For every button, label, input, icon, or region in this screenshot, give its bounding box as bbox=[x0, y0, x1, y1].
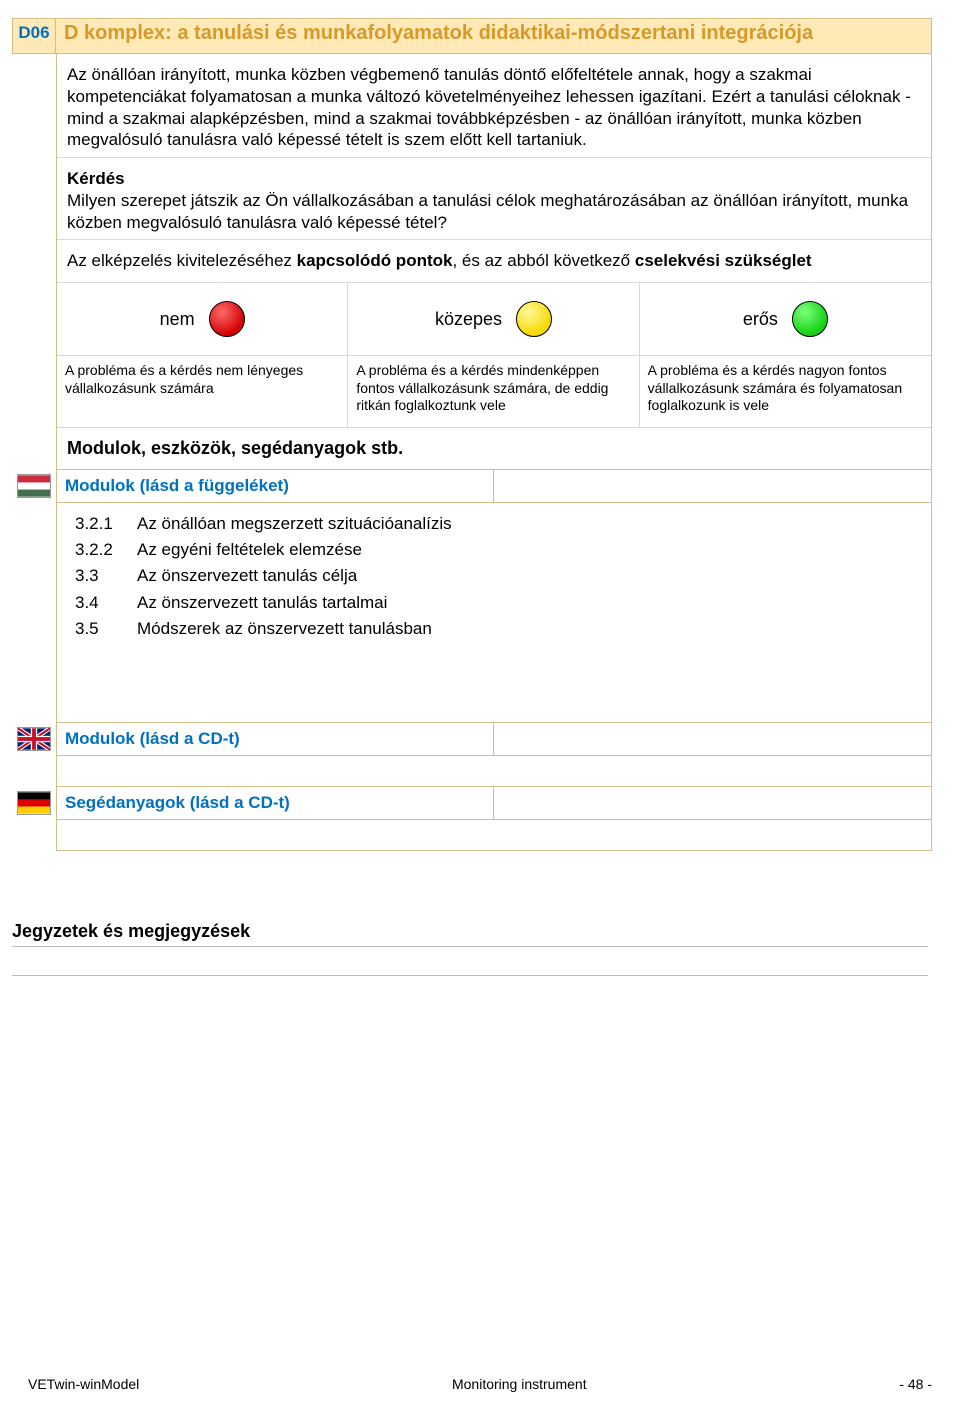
traffic-yellow-icon bbox=[516, 301, 552, 337]
mod-text: Az egyéni feltételek elemzése bbox=[137, 537, 923, 563]
section-uk-title: Modulok (lásd a CD-t) bbox=[56, 723, 494, 756]
footer-left: VETwin-winModel bbox=[28, 1376, 139, 1392]
rating-label: közepes bbox=[435, 309, 502, 330]
content-block: Az önállóan irányított, munka közben vég… bbox=[56, 54, 932, 470]
rating-label: erős bbox=[743, 309, 778, 330]
section-hu-title: Modulok (lásd a függeléket) bbox=[56, 470, 494, 503]
mod-num: 3.2.2 bbox=[75, 537, 137, 563]
desc-kozepes: A probléma és a kérdés mindenképpen font… bbox=[348, 356, 639, 427]
mod-num: 3.5 bbox=[75, 616, 137, 642]
mod-text: Az önszervezett tanulás tartalmai bbox=[137, 590, 923, 616]
section-de-body bbox=[56, 820, 932, 851]
header-row: D06 D komplex: a tanulási és munkafolyam… bbox=[12, 18, 932, 54]
question-text: Milyen szerepet játszik az Ön vállalkozá… bbox=[67, 190, 921, 234]
mod-text: Módszerek az önszervezett tanulásban bbox=[137, 616, 923, 642]
footer: VETwin-winModel Monitoring instrument - … bbox=[28, 1376, 932, 1392]
question-block: Kérdés Milyen szerepet játszik az Ön vál… bbox=[57, 157, 931, 239]
flag-de-icon bbox=[17, 791, 51, 815]
rating-label: nem bbox=[160, 309, 195, 330]
mod-num: 3.2.1 bbox=[75, 511, 137, 537]
flag-hu-icon bbox=[17, 474, 51, 498]
traffic-green-icon bbox=[792, 301, 828, 337]
section-hu-body: 3.2.1 Az önállóan megszerzett szituációa… bbox=[56, 503, 932, 724]
rating-kozepes: közepes bbox=[348, 283, 639, 355]
section-de: Segédanyagok (lásd a CD-t) bbox=[12, 787, 932, 851]
section-de-title-blank bbox=[494, 787, 932, 820]
notes-box bbox=[12, 946, 928, 976]
flag-uk-cell bbox=[12, 723, 56, 756]
rating-nem: nem bbox=[57, 283, 348, 355]
section-title: D komplex: a tanulási és munkafolyamatok… bbox=[56, 18, 932, 54]
section-de-title: Segédanyagok (lásd a CD-t) bbox=[56, 787, 494, 820]
main-body: Az önállóan irányított, munka közben vég… bbox=[12, 54, 932, 470]
notes-title: Jegyzetek és megjegyzések bbox=[12, 921, 932, 942]
flag-uk-icon bbox=[17, 727, 51, 751]
section-uk: Modulok (lásd a CD-t) bbox=[12, 723, 932, 787]
mod-num: 3.4 bbox=[75, 590, 137, 616]
section-uk-title-blank bbox=[494, 723, 932, 756]
desc-nem: A probléma és a kérdés nem lényeges váll… bbox=[57, 356, 348, 427]
description-row: A probléma és a kérdés nem lényeges váll… bbox=[57, 355, 931, 427]
section-hu-title-blank bbox=[494, 470, 932, 503]
footer-right: - 48 - bbox=[899, 1376, 932, 1392]
mod-num: 3.3 bbox=[75, 563, 137, 589]
section-code: D06 bbox=[12, 18, 56, 54]
flag-de-cell bbox=[12, 787, 56, 820]
mod-text: Az önszervezett tanulás célja bbox=[137, 563, 923, 589]
mod-text: Az önállóan megszerzett szituációanalízi… bbox=[137, 511, 923, 537]
footer-center: Monitoring instrument bbox=[452, 1376, 587, 1392]
module-list: 3.2.1 Az önállóan megszerzett szituációa… bbox=[57, 503, 931, 723]
rating-eros: erős bbox=[640, 283, 931, 355]
link-row: Az elképzelés kivitelezéséhez kapcsolódó… bbox=[57, 239, 931, 282]
rating-row: nem közepes erős bbox=[57, 282, 931, 355]
desc-eros: A probléma és a kérdés nagyon fontos vál… bbox=[640, 356, 931, 427]
intro-paragraph: Az önállóan irányított, munka közben vég… bbox=[57, 54, 931, 157]
flag-hu-cell bbox=[12, 470, 56, 503]
modules-header: Modulok, eszközök, segédanyagok stb. bbox=[57, 427, 931, 469]
question-label: Kérdés bbox=[67, 168, 921, 190]
section-hu: Modulok (lásd a függeléket) 3.2.1 Az öná… bbox=[12, 470, 932, 724]
section-uk-body bbox=[56, 756, 932, 787]
traffic-red-icon bbox=[209, 301, 245, 337]
